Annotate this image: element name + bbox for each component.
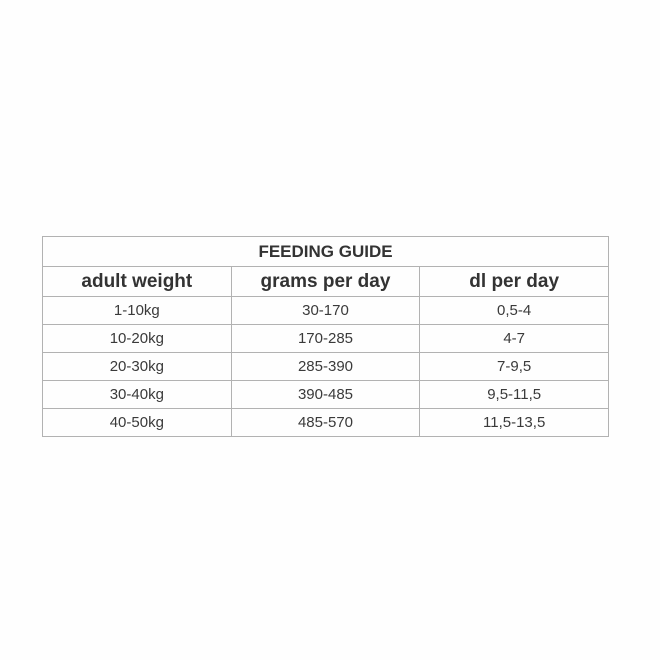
feeding-guide-table-body: FEEDING GUIDE adult weight grams per day… <box>42 236 609 437</box>
table-row: 1-10kg 30-170 0,5-4 <box>42 296 609 325</box>
table-row: 40-50kg 485-570 11,5-13,5 <box>42 408 609 437</box>
table-cell-weight: 20-30kg <box>42 352 232 381</box>
table-row: 30-40kg 390-485 9,5-11,5 <box>42 380 609 409</box>
table-cell-weight: 1-10kg <box>42 296 232 325</box>
table-title: FEEDING GUIDE <box>42 236 609 267</box>
table-row: 20-30kg 285-390 7-9,5 <box>42 352 609 381</box>
feeding-guide-table: FEEDING GUIDE adult weight grams per day… <box>42 236 609 437</box>
column-header-grams-per-day: grams per day <box>230 266 421 297</box>
table-cell-grams: 170-285 <box>230 324 421 353</box>
table-cell-grams: 485-570 <box>230 408 421 437</box>
table-cell-weight: 40-50kg <box>42 408 232 437</box>
table-title-row: FEEDING GUIDE <box>42 236 609 267</box>
table-cell-dl: 9,5-11,5 <box>419 380 609 409</box>
table-header-row: adult weight grams per day dl per day <box>42 266 609 297</box>
column-header-adult-weight: adult weight <box>42 266 232 297</box>
table-cell-grams: 285-390 <box>230 352 421 381</box>
table-cell-grams: 390-485 <box>230 380 421 409</box>
table-cell-dl: 7-9,5 <box>419 352 609 381</box>
table-cell-weight: 10-20kg <box>42 324 232 353</box>
column-header-dl-per-day: dl per day <box>419 266 609 297</box>
table-cell-grams: 30-170 <box>230 296 421 325</box>
table-cell-dl: 4-7 <box>419 324 609 353</box>
table-cell-weight: 30-40kg <box>42 380 232 409</box>
table-cell-dl: 0,5-4 <box>419 296 609 325</box>
table-row: 10-20kg 170-285 4-7 <box>42 324 609 353</box>
table-cell-dl: 11,5-13,5 <box>419 408 609 437</box>
